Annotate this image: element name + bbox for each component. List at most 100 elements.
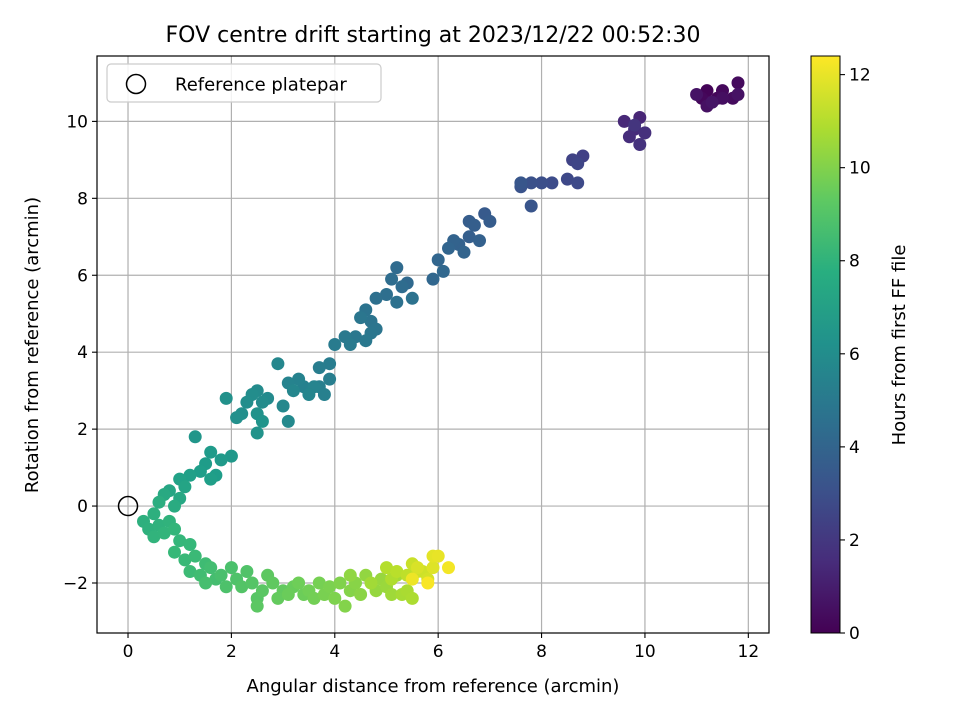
data-point <box>302 388 316 401</box>
data-point <box>255 584 269 598</box>
data-point <box>147 507 161 521</box>
data-point <box>633 138 647 151</box>
data-point <box>214 453 228 467</box>
data-point <box>230 411 244 425</box>
data-point <box>214 568 228 582</box>
data-point <box>188 549 202 563</box>
data-point <box>426 561 440 575</box>
data-point <box>514 176 528 190</box>
data-point <box>390 565 404 578</box>
data-point <box>731 88 745 101</box>
data-point <box>245 576 259 590</box>
y-tick-label: 4 <box>77 343 88 363</box>
data-point <box>292 372 306 386</box>
data-point <box>281 414 295 428</box>
data-point <box>380 561 393 575</box>
colorbar-ticks: 0 2 4 6 8 10 12 <box>840 66 871 644</box>
legend: Reference platepar <box>106 63 382 103</box>
data-point <box>323 357 337 371</box>
data-point <box>178 480 192 494</box>
data-point <box>173 534 187 548</box>
colorbar-tick-label: 12 <box>849 66 871 86</box>
data-point <box>731 76 745 90</box>
data-point <box>168 522 181 536</box>
data-point <box>312 576 326 590</box>
data-point <box>271 357 285 371</box>
data-point <box>354 588 368 601</box>
data-point <box>224 561 238 575</box>
data-point <box>323 372 337 386</box>
data-point <box>338 599 352 613</box>
data-point <box>716 91 729 105</box>
data-point <box>193 464 207 478</box>
data-point <box>442 561 455 575</box>
data-point <box>168 499 181 513</box>
data-point <box>354 311 368 325</box>
data-point <box>219 580 233 594</box>
data-point <box>405 291 419 305</box>
data-point <box>524 176 538 190</box>
colorbar-label: Hours from first FF file <box>889 245 910 446</box>
data-point <box>359 334 373 348</box>
grid-lines <box>97 56 769 633</box>
data-point <box>204 561 218 575</box>
colorbar-tick-label: 8 <box>849 252 860 272</box>
data-point <box>364 576 378 590</box>
y-tick-label: 6 <box>77 266 88 286</box>
colorbar-tick-label: 0 <box>849 624 860 644</box>
data-point <box>333 576 347 590</box>
data-point <box>385 272 399 286</box>
x-tick-label: 8 <box>536 642 547 662</box>
data-point <box>343 568 357 582</box>
data-point <box>473 234 486 248</box>
x-tick-label: 2 <box>226 642 237 662</box>
data-point <box>178 553 192 567</box>
data-point <box>405 591 419 605</box>
data-point <box>204 472 218 486</box>
data-point <box>157 526 171 540</box>
x-axis-label: Angular distance from reference (arcmin) <box>247 676 620 697</box>
data-point <box>147 530 161 544</box>
y-tick-label: 10 <box>66 112 88 132</box>
data-point <box>369 291 383 305</box>
colorbar-tick-label: 4 <box>849 438 860 458</box>
data-point <box>390 261 404 275</box>
x-tick-label: 10 <box>634 642 656 662</box>
data-point <box>281 588 295 601</box>
plot-frame <box>96 55 770 634</box>
data-point <box>168 545 181 559</box>
axes: 0 2 4 6 8 10 12 −2 0 2 4 6 8 10 <box>63 55 770 662</box>
data-point <box>571 157 585 171</box>
data-point <box>183 565 197 578</box>
colorbar-frame <box>810 55 841 634</box>
data-point <box>628 118 642 132</box>
data-point <box>390 295 404 309</box>
x-tick-label: 12 <box>738 642 760 662</box>
data-point <box>235 580 249 594</box>
data-point <box>240 395 254 409</box>
colorbar-gradient <box>811 56 840 633</box>
data-point <box>328 338 342 351</box>
data-point <box>307 591 321 605</box>
colorbar-tick-label: 10 <box>849 159 871 179</box>
data-point <box>638 126 652 140</box>
data-point <box>204 445 218 459</box>
data-point <box>183 468 197 482</box>
data-point <box>250 426 264 440</box>
data-points <box>117 76 745 613</box>
data-point <box>255 414 269 428</box>
colorbar-tick-label: 6 <box>849 345 860 365</box>
data-point <box>421 576 435 590</box>
data-point <box>467 218 481 232</box>
data-point <box>705 95 719 109</box>
x-tick-label: 6 <box>433 642 444 662</box>
x-tick-label: 0 <box>123 642 134 662</box>
data-point <box>380 288 393 301</box>
data-point <box>462 230 476 244</box>
data-point <box>199 576 213 590</box>
data-point <box>188 430 202 444</box>
data-point <box>219 391 233 405</box>
data-point <box>250 599 264 613</box>
data-point <box>571 176 585 190</box>
